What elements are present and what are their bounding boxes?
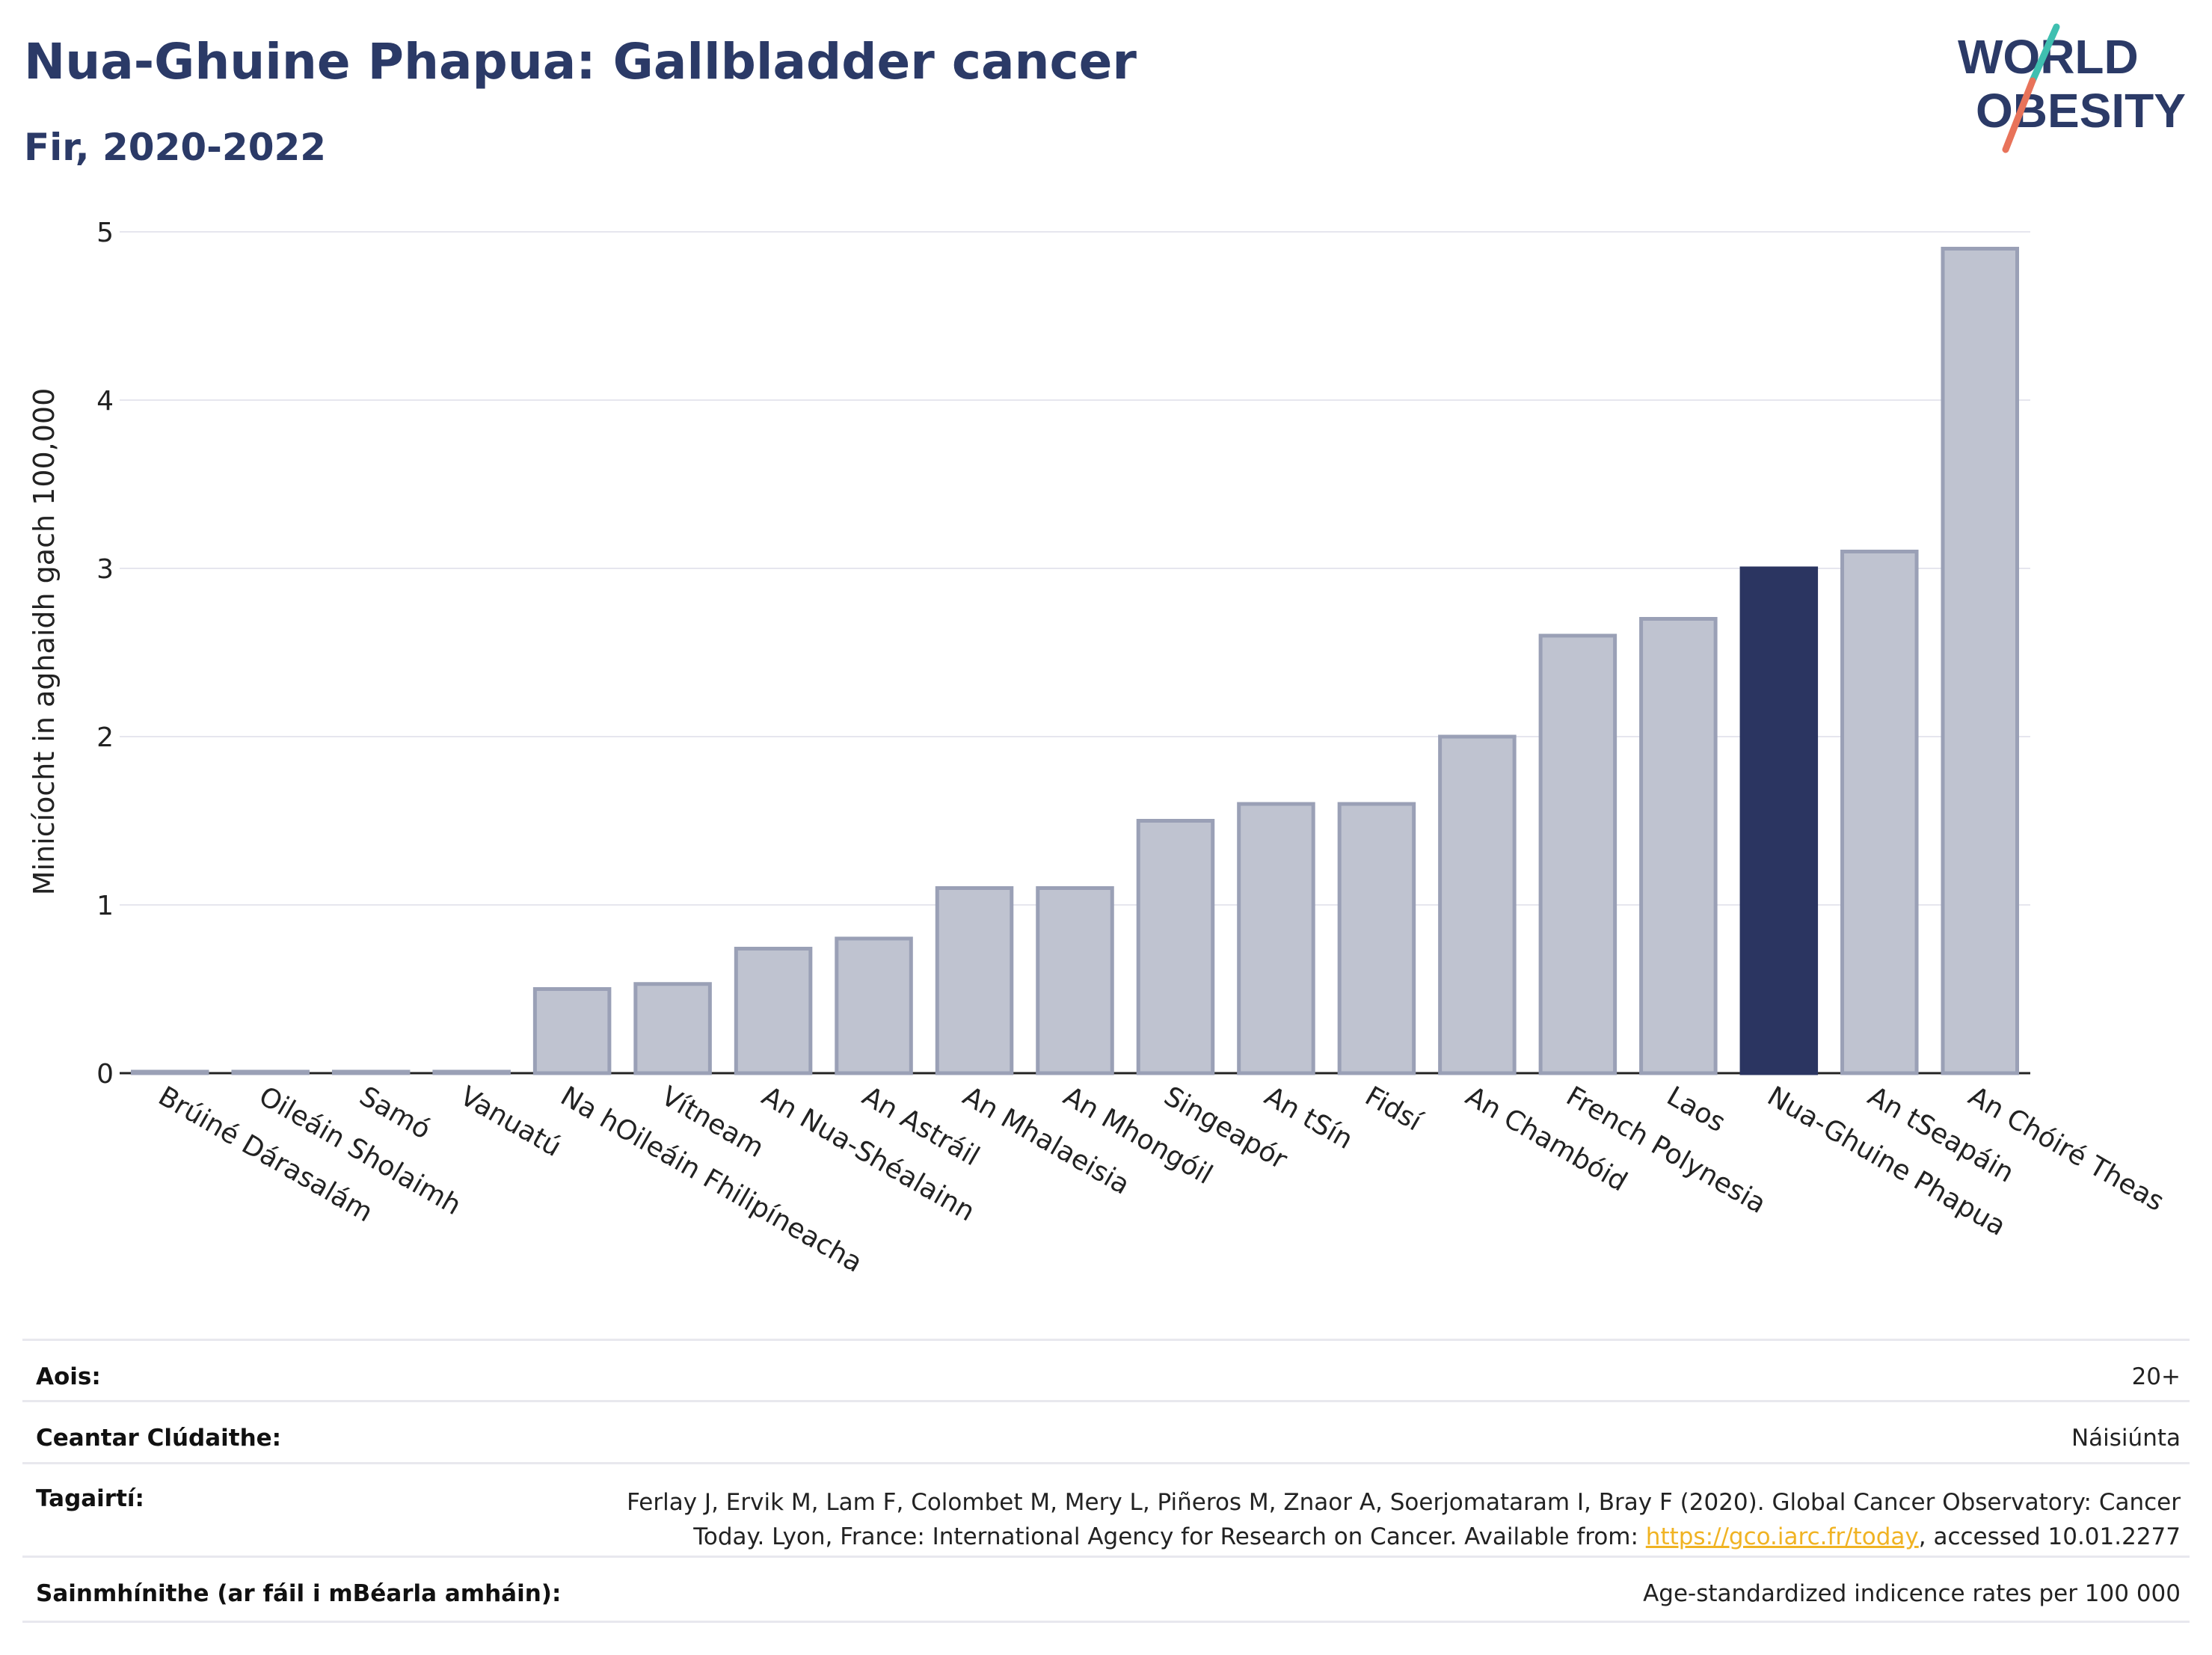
footer-value: Náisiúnta [2071, 1425, 2181, 1452]
footer-label: Aois: [36, 1363, 101, 1390]
bar [1538, 633, 1617, 1075]
footer-value: Ferlay J, Ervik M, Lam F, Colombet M, Me… [627, 1485, 2181, 1554]
reference-link[interactable]: https://gco.iarc.fr/today [1645, 1523, 1919, 1550]
y-tick-label: 5 [96, 218, 114, 248]
footer-label: Sainmhínithe (ar fáil i mBéarla amháin): [36, 1580, 562, 1607]
footer-row-coverage: Ceantar Clúdaithe: Náisiúnta [22, 1400, 2190, 1462]
footer-value: 20+ [2131, 1363, 2181, 1390]
bar-highlight [1739, 566, 1819, 1075]
reference-line-2: Today. Lyon, France: International Agenc… [693, 1523, 2181, 1550]
x-tick-label: Laos [1662, 1081, 1730, 1138]
bar [432, 1069, 511, 1075]
bar [331, 1069, 411, 1075]
bars [130, 247, 2020, 1075]
bar [532, 987, 612, 1075]
bar [1840, 550, 1919, 1075]
bar [1941, 247, 2020, 1075]
footer-label: Tagairtí: [36, 1485, 144, 1512]
bar [1639, 617, 1718, 1075]
chart-subtitle: Fir, 2020-2022 [24, 126, 327, 169]
bar [130, 1069, 209, 1075]
y-tick-label: 4 [96, 386, 114, 417]
bar [1136, 819, 1215, 1075]
bar [1337, 802, 1416, 1075]
bar [1237, 802, 1315, 1075]
bar [1036, 886, 1114, 1075]
y-tick-label: 3 [96, 554, 114, 585]
footer-row-references: Tagairtí: Ferlay J, Ervik M, Lam F, Colo… [22, 1462, 2190, 1557]
x-tick-label: Vanuatú [455, 1081, 566, 1163]
x-tick-label: An Mhalaeisia [958, 1081, 1135, 1200]
reference-line-1: Ferlay J, Ervik M, Lam F, Colombet M, Me… [627, 1489, 2181, 1516]
x-tick-label: Fidsí [1360, 1081, 1427, 1137]
y-axis-label: Minicíocht in aghaidh gach 100,000 [28, 388, 61, 896]
footer-row-definitions: Sainmhínithe (ar fáil i mBéarla amháin):… [22, 1556, 2190, 1623]
bar [633, 982, 712, 1075]
bar [935, 886, 1014, 1075]
footer-value: Age-standardized indicence rates per 100… [1643, 1580, 2181, 1607]
y-tick-label: 2 [96, 722, 114, 753]
y-tick-labels: 0 1 2 3 4 5 [96, 218, 114, 1090]
y-tick-label: 1 [96, 891, 114, 921]
bar [1438, 734, 1517, 1075]
world-obesity-logo: WORLD OBESITY [1958, 23, 2186, 153]
y-tick-label: 0 [96, 1059, 114, 1090]
bar [835, 936, 913, 1075]
footer-label: Ceantar Clúdaithe: [36, 1425, 282, 1452]
x-tick-label: Samó [354, 1081, 436, 1146]
bar [734, 947, 813, 1075]
bar [231, 1069, 310, 1075]
footer-row-age: Aois: 20+ [22, 1339, 2190, 1401]
chart-title: Nua-Ghuine Phapua: Gallbladder cancer [24, 33, 1137, 90]
